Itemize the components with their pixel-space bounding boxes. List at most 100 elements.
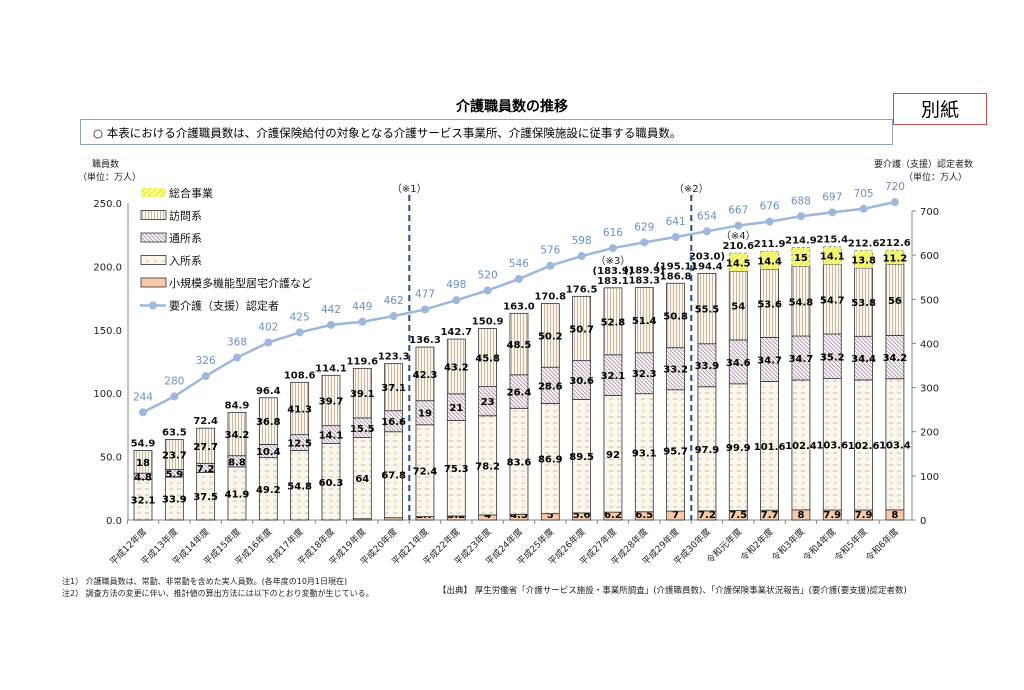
bar-segment bbox=[446, 338, 466, 395]
segment-label: 30.6 bbox=[569, 376, 594, 387]
segment-label: 34.6 bbox=[726, 358, 751, 369]
segment-label: 23.7 bbox=[162, 451, 187, 462]
right-tick-label: 0 bbox=[920, 516, 926, 527]
right-tick-label: 400 bbox=[920, 339, 939, 350]
total-label: 119.6 bbox=[346, 356, 378, 367]
line-value-label: 546 bbox=[509, 258, 529, 270]
right-tick-label: 100 bbox=[920, 472, 939, 483]
line-point bbox=[420, 305, 429, 314]
x-tick-label: 令和3年度 bbox=[769, 526, 807, 564]
line-point bbox=[139, 408, 147, 417]
segment-label: 11.2 bbox=[883, 253, 908, 264]
segment-label: 14.5 bbox=[726, 258, 751, 269]
segment-label: 16.6 bbox=[381, 417, 406, 428]
line-point bbox=[765, 217, 774, 226]
bar-segment bbox=[760, 250, 779, 270]
bar-segment bbox=[352, 367, 372, 419]
segment-label: 5.9 bbox=[165, 469, 183, 480]
segment-label: 50.7 bbox=[569, 324, 594, 335]
bar-segment bbox=[634, 287, 654, 354]
total-label: 215.4 bbox=[816, 235, 848, 246]
left-tick-label: 200.0 bbox=[93, 262, 122, 273]
segment-label: 7.7 bbox=[761, 510, 779, 521]
segment-label: 45.8 bbox=[475, 354, 500, 365]
x-tick-label: 令和2年度 bbox=[738, 526, 776, 564]
bar-stack: 5.6 89.5 30.6 50.7 176.5 bbox=[566, 284, 598, 521]
segment-label: 35.2 bbox=[820, 352, 845, 363]
line-value-label: 676 bbox=[760, 201, 780, 213]
line-value-label: 520 bbox=[478, 269, 498, 281]
line-point bbox=[546, 261, 555, 270]
total-label: 170.8 bbox=[534, 292, 566, 303]
line-value-label: 688 bbox=[791, 195, 811, 207]
segment-label: 39.1 bbox=[350, 389, 375, 400]
bar-segment bbox=[540, 303, 560, 368]
divider-note: （※1） bbox=[392, 183, 427, 195]
left-tick-label: 50.0 bbox=[100, 453, 122, 464]
segment-label: 53.8 bbox=[851, 298, 876, 309]
total-label: 72.4 bbox=[193, 416, 218, 427]
total-label: 212.6 bbox=[879, 238, 911, 249]
line-point bbox=[358, 317, 367, 326]
line-value-label: 641 bbox=[666, 216, 686, 228]
line-value-label: 598 bbox=[572, 235, 592, 247]
legend-label: 入所系 bbox=[169, 255, 202, 268]
line-point bbox=[514, 274, 523, 283]
total-label: 176.5 bbox=[566, 284, 598, 295]
divider-note: （※2） bbox=[674, 183, 709, 195]
segment-label: 83.6 bbox=[507, 457, 532, 468]
total-label: 54.9 bbox=[131, 438, 156, 449]
segment-label: 55.5 bbox=[695, 305, 720, 316]
segment-label: 50.8 bbox=[663, 311, 688, 322]
line-point bbox=[170, 392, 179, 401]
bar-note: （※4） bbox=[721, 230, 756, 242]
bar-stack: 5 86.9 28.6 50.2 170.8 bbox=[534, 292, 566, 521]
total-alt-label: (183.9) bbox=[593, 266, 634, 277]
bar-segment bbox=[290, 381, 310, 436]
segment-label: 54.8 bbox=[789, 297, 814, 308]
line-point bbox=[295, 328, 304, 337]
segment-label: 34.7 bbox=[757, 355, 782, 366]
segment-label: 8.8 bbox=[228, 457, 246, 468]
line-value-label: 629 bbox=[634, 221, 654, 233]
total-alt-label: 203.0) bbox=[689, 251, 725, 262]
segment-label: 10.4 bbox=[256, 447, 281, 458]
bar-stack: 32.1 4.8 18 54.9 bbox=[131, 438, 156, 521]
segment-label: 28.6 bbox=[538, 381, 563, 392]
line-value-label: 697 bbox=[822, 191, 842, 203]
bar-segment bbox=[227, 411, 247, 457]
bar-stack: 60.3 14.1 39.7 114.1 bbox=[315, 363, 347, 521]
line-value-label: 654 bbox=[697, 210, 717, 222]
total-label: 63.5 bbox=[162, 427, 187, 438]
segment-label: 86.9 bbox=[538, 455, 563, 466]
segment-label: 48.5 bbox=[507, 340, 532, 351]
bar-segment bbox=[697, 272, 717, 345]
line-point bbox=[702, 227, 711, 236]
segment-label: 14.4 bbox=[757, 256, 782, 267]
segment-label: 39.7 bbox=[319, 396, 344, 407]
segment-label: 52.8 bbox=[601, 317, 626, 328]
segment-label: 5 bbox=[547, 510, 554, 521]
line-point bbox=[232, 353, 241, 362]
segment-label: 14.1 bbox=[319, 431, 344, 442]
bar-stack: 7.9 103.6 35.2 54.7 14.1 215.4 bbox=[816, 235, 848, 521]
segment-label: 32.3 bbox=[632, 369, 657, 380]
total-label: 211.9 bbox=[754, 239, 786, 250]
segment-label: 102.6 bbox=[848, 441, 880, 452]
segment-label: 7.2 bbox=[197, 464, 215, 475]
segment-label: 27.7 bbox=[193, 442, 218, 453]
line-value-label: 705 bbox=[854, 188, 874, 200]
bar-segment bbox=[603, 287, 623, 356]
bar-segment bbox=[321, 374, 341, 427]
segment-label: 102.4 bbox=[785, 441, 817, 452]
legend-label: 要介護（支援）認定者 bbox=[169, 299, 279, 313]
total-label: 183.1 bbox=[597, 276, 629, 287]
segment-label: 42.3 bbox=[413, 370, 438, 381]
segment-label: 72.4 bbox=[413, 467, 438, 478]
total-alt-label: (189.9) bbox=[624, 266, 665, 277]
bar-segment bbox=[164, 439, 184, 470]
right-axis-unit: （単位：万人） bbox=[904, 171, 967, 183]
bar-stack: 4.5 83.6 26.4 48.5 163.0 bbox=[503, 301, 535, 521]
